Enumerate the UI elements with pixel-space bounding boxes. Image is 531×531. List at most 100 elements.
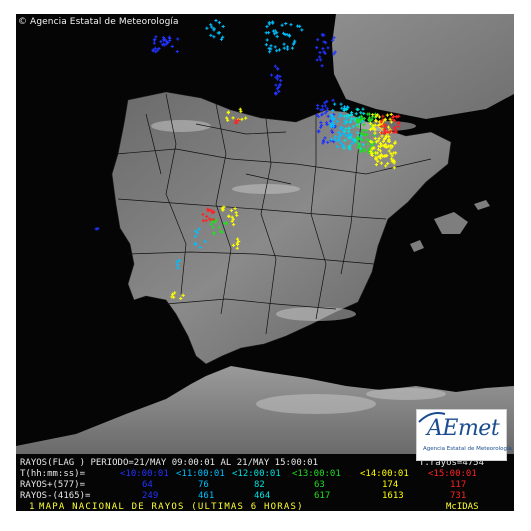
strike-marker [316, 106, 320, 111]
strike-marker [230, 219, 234, 223]
strike-marker [325, 122, 329, 127]
strike-marker [212, 35, 216, 39]
legend-pos-1: 76 [198, 480, 209, 490]
legend-time-5: <15:00:01 [428, 469, 477, 479]
strike-marker [203, 239, 207, 243]
strike-marker [377, 115, 382, 119]
strike-marker [375, 151, 379, 155]
strike-marker [221, 35, 225, 39]
strike-marker [391, 114, 396, 118]
strike-marker [386, 144, 391, 148]
strike-marker [315, 58, 319, 62]
strike-marker [329, 119, 333, 123]
strike-marker [376, 113, 380, 117]
strike-marker [235, 237, 240, 241]
footer-title: MAPA NACIONAL DE RAYOS (ULTIMAS 6 HORAS) [39, 502, 304, 511]
strike-marker [348, 147, 352, 151]
logo-wordmark: AEmet [427, 416, 500, 441]
legend-neg-5: 731 [450, 491, 466, 501]
strike-marker [338, 133, 343, 138]
strike-marker [389, 129, 393, 133]
strike-marker [349, 135, 353, 139]
strike-marker [387, 149, 391, 153]
strike-marker [359, 114, 363, 118]
strike-marker [368, 121, 373, 126]
strike-marker [357, 145, 361, 149]
strike-marker [296, 24, 300, 28]
strike-marker [346, 133, 350, 137]
strike-marker [372, 133, 376, 137]
strike-marker [281, 31, 286, 35]
strike-marker [221, 208, 225, 212]
strike-marker [322, 40, 326, 44]
strike-marker [231, 217, 235, 221]
strike-marker [232, 223, 236, 227]
strike-marker [210, 25, 214, 29]
strike-marker [343, 119, 347, 123]
ibiza [410, 240, 424, 252]
strike-marker [326, 140, 330, 145]
strike-marker [362, 116, 366, 121]
strike-marker [361, 107, 365, 111]
footer-source: McIDAS [446, 502, 479, 511]
strike-marker [332, 52, 336, 56]
strike-marker [377, 144, 381, 148]
strike-marker [333, 138, 337, 142]
menorca [474, 200, 490, 210]
strike-marker [382, 128, 386, 132]
strike-marker [392, 130, 396, 134]
strike-marker [358, 137, 362, 141]
strike-marker [354, 112, 358, 116]
strike-marker [333, 50, 337, 54]
strike-marker [238, 107, 242, 111]
strike-marker [267, 22, 271, 26]
strike-marker [331, 122, 335, 126]
strike-marker [347, 136, 351, 140]
strike-marker [366, 112, 370, 116]
strike-marker [274, 75, 278, 79]
strike-marker [364, 128, 368, 133]
strike-marker [342, 121, 347, 126]
strike-marker [379, 131, 384, 135]
strike-marker [380, 118, 384, 122]
strike-marker [335, 145, 340, 149]
strike-marker [226, 111, 230, 115]
strike-marker [231, 243, 236, 247]
strike-marker [207, 217, 211, 221]
legend-pos-5: 117 [450, 480, 466, 490]
strike-marker [280, 23, 284, 27]
strike-marker [214, 218, 218, 222]
strike-marker [374, 163, 378, 167]
strike-marker [331, 117, 336, 121]
strike-marker [205, 26, 209, 30]
strike-marker [381, 114, 385, 118]
strike-marker [321, 141, 325, 145]
strike-marker [231, 116, 235, 120]
strike-marker [205, 214, 209, 219]
strike-marker [389, 157, 394, 161]
strike-marker [220, 230, 224, 234]
legend-pos-2: 82 [254, 480, 265, 490]
strike-marker [264, 43, 268, 47]
strike-marker [175, 49, 179, 54]
africa-landmass [16, 366, 514, 454]
strike-marker [350, 141, 354, 145]
strike-marker [225, 116, 229, 120]
strike-marker [323, 51, 327, 55]
strike-marker [235, 242, 240, 247]
strike-marker [348, 119, 352, 124]
strike-marker [339, 127, 343, 131]
strike-marker [318, 55, 322, 59]
strike-marker [331, 38, 335, 42]
strike-marker [154, 50, 158, 54]
strike-marker [318, 125, 323, 129]
strike-marker [157, 46, 161, 51]
strike-marker [193, 241, 198, 245]
strike-marker [394, 151, 398, 155]
legend-header: RAYOS(FLAG ) PERIODO=21/MAY 09:00:01 AL … [20, 458, 318, 468]
strike-marker [273, 32, 277, 36]
strike-marker [358, 146, 363, 150]
strike-marker [376, 159, 380, 163]
strike-marker [376, 139, 380, 143]
strike-marker [374, 140, 378, 144]
